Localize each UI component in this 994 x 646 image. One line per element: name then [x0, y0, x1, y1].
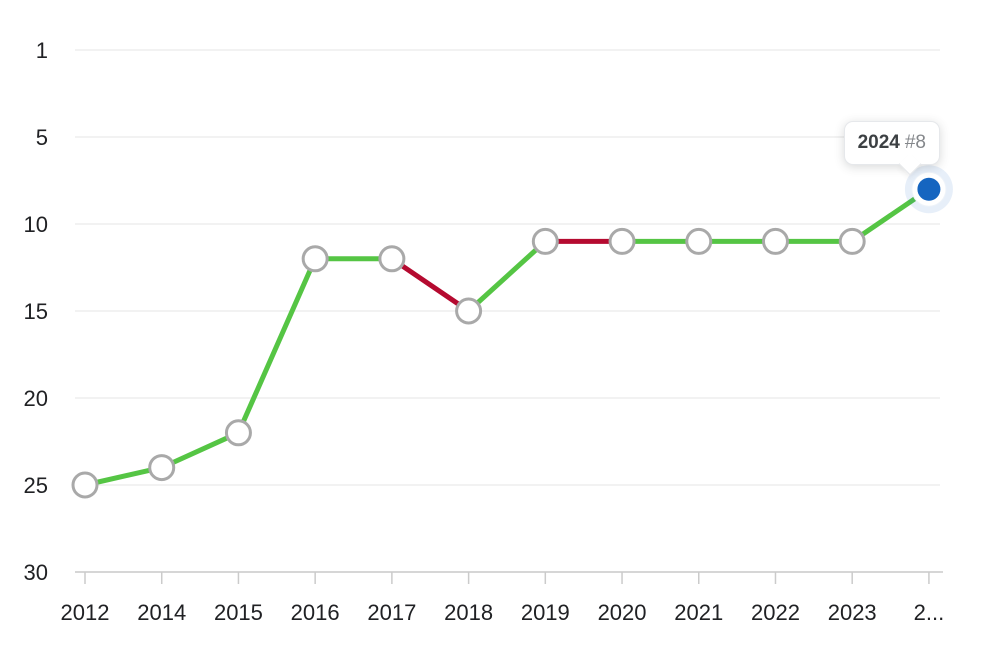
data-point-2015[interactable]: [224, 419, 252, 447]
data-point-2021[interactable]: [685, 227, 713, 255]
x-axis-label-2018: 2018: [444, 600, 493, 625]
data-point-2014[interactable]: [148, 454, 176, 482]
data-point-2024-highlighted[interactable]: [917, 177, 941, 201]
line-segment-2017-2018: [389, 256, 472, 314]
x-axis-label-2019: 2019: [521, 600, 570, 625]
data-point-2016[interactable]: [301, 245, 329, 273]
x-axis-label-2022: 2022: [751, 600, 800, 625]
line-segment-2015-2016: [235, 256, 318, 436]
x-axis-label-2024: 2...: [914, 600, 945, 625]
data-point-2017[interactable]: [378, 245, 406, 273]
data-point-2019[interactable]: [531, 227, 559, 255]
y-axis-label-30: 30: [24, 560, 48, 585]
y-axis-label-20: 20: [24, 386, 48, 411]
x-axis-label-2021: 2021: [674, 600, 723, 625]
x-axis-label-2020: 2020: [598, 600, 647, 625]
x-axis-label-2016: 2016: [291, 600, 340, 625]
tooltip: 2024 #8: [843, 121, 940, 176]
data-point-2023[interactable]: [838, 227, 866, 255]
y-axis-label-25: 25: [24, 473, 48, 498]
line-segment-2018-2019: [466, 238, 548, 314]
tooltip-year: 2024: [857, 132, 900, 153]
line-segment-2014-2015: [159, 430, 241, 471]
data-point-2012[interactable]: [71, 471, 99, 499]
y-axis-label-15: 15: [24, 299, 48, 324]
x-axis-label-2015: 2015: [214, 600, 263, 625]
data-point-2020[interactable]: [608, 227, 636, 255]
y-axis-label-1: 1: [36, 38, 48, 63]
x-axis-label-2014: 2014: [137, 600, 186, 625]
tooltip-rank-value: #8: [904, 132, 926, 153]
data-point-2022[interactable]: [761, 227, 789, 255]
data-point-2018[interactable]: [455, 297, 483, 325]
x-axis-label-2012: 2012: [61, 600, 110, 625]
x-axis-label-2023: 2023: [828, 600, 877, 625]
x-axis-label-2017: 2017: [367, 600, 416, 625]
y-axis-label-5: 5: [36, 125, 48, 150]
y-axis-label-10: 10: [24, 212, 48, 237]
